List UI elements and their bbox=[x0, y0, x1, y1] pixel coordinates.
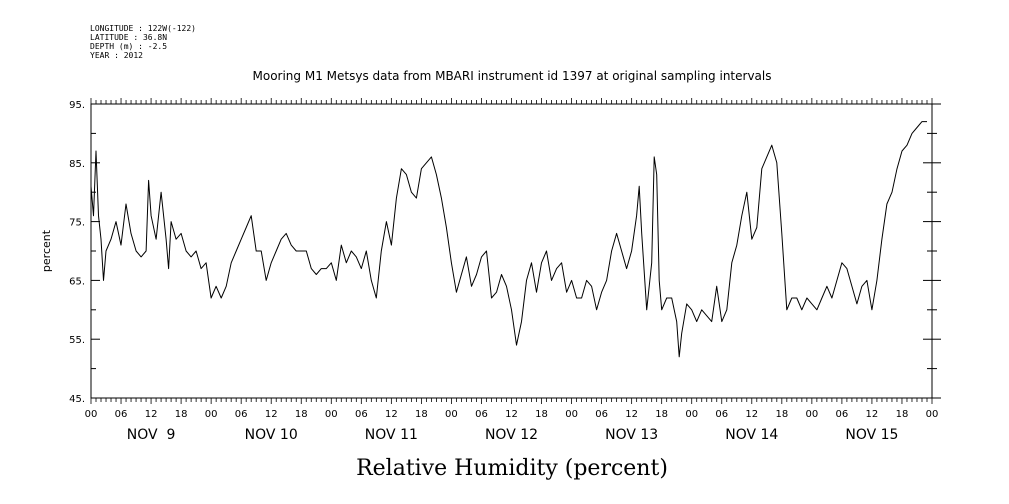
y-tick-label: 45. bbox=[69, 394, 85, 405]
x-tick-label: 00 bbox=[926, 409, 939, 420]
day-label: NOV 14 bbox=[725, 427, 778, 443]
x-tick-label: 06 bbox=[235, 409, 248, 420]
y-axis: 45. 55. 65. 75. 85. 95. bbox=[69, 100, 941, 405]
day-label: NOV 13 bbox=[605, 427, 658, 443]
y-tick-label: 85. bbox=[69, 159, 85, 170]
x-tick-label: 00 bbox=[565, 409, 578, 420]
y-axis-label: percent bbox=[40, 229, 53, 272]
x-tick-label: 06 bbox=[115, 409, 128, 420]
day-label: NOV 11 bbox=[365, 427, 418, 443]
meta-latitude: LATITUDE : 36.8N bbox=[90, 33, 167, 42]
day-label: NOV 9 bbox=[127, 427, 176, 443]
y-tick-label: 55. bbox=[69, 335, 85, 346]
day-label: NOV 15 bbox=[845, 427, 898, 443]
day-label: NOV 10 bbox=[245, 427, 298, 443]
x-tick-label: 00 bbox=[685, 409, 698, 420]
metadata-block: LONGITUDE : 122W(-122) LATITUDE : 36.8N … bbox=[90, 24, 196, 60]
y-tick-label: 75. bbox=[69, 218, 85, 229]
x-tick-label: 12 bbox=[505, 409, 518, 420]
x-tick-label: 12 bbox=[385, 409, 398, 420]
x-tick-label: 06 bbox=[355, 409, 368, 420]
x-tick-label: 06 bbox=[595, 409, 608, 420]
x-tick-label: 18 bbox=[415, 409, 428, 420]
x-tick-label: 00 bbox=[325, 409, 338, 420]
x-tick-label: 00 bbox=[805, 409, 818, 420]
x-axis: 00 06 12 18 00 06 12 18 00 06 12 18 00 06 12 18 00 06 12 18… bbox=[85, 98, 939, 443]
meta-longitude: LONGITUDE : 122W(-122) bbox=[90, 24, 196, 33]
x-tick-label: 18 bbox=[896, 409, 909, 420]
x-tick-label: 06 bbox=[475, 409, 488, 420]
chart-title: Mooring M1 Metsys data from MBARI instru… bbox=[253, 69, 772, 83]
humidity-series-line bbox=[90, 121, 927, 358]
meta-year: YEAR : 2012 bbox=[90, 51, 143, 60]
x-tick-label: 18 bbox=[535, 409, 548, 420]
plot-frame bbox=[90, 103, 933, 399]
series-group bbox=[90, 121, 927, 358]
x-tick-label: 18 bbox=[775, 409, 788, 420]
y-tick-label: 95. bbox=[69, 100, 85, 111]
x-tick-label: 00 bbox=[445, 409, 458, 420]
x-tick-label: 06 bbox=[715, 409, 728, 420]
x-tick-label: 12 bbox=[866, 409, 879, 420]
bottom-title: Relative Humidity (percent) bbox=[356, 456, 668, 481]
day-label: NOV 12 bbox=[485, 427, 538, 443]
x-tick-label: 18 bbox=[655, 409, 668, 420]
meta-depth: DEPTH (m) : -2.5 bbox=[90, 42, 167, 51]
x-tick-label: 00 bbox=[85, 409, 98, 420]
x-tick-label: 00 bbox=[205, 409, 218, 420]
x-tick-label: 06 bbox=[836, 409, 849, 420]
x-tick-label: 12 bbox=[745, 409, 758, 420]
x-tick-label: 12 bbox=[265, 409, 278, 420]
x-tick-label: 18 bbox=[295, 409, 308, 420]
y-tick-label: 65. bbox=[69, 276, 85, 287]
x-tick-label: 12 bbox=[145, 409, 158, 420]
x-tick-label: 18 bbox=[175, 409, 188, 420]
x-tick-label: 12 bbox=[625, 409, 638, 420]
